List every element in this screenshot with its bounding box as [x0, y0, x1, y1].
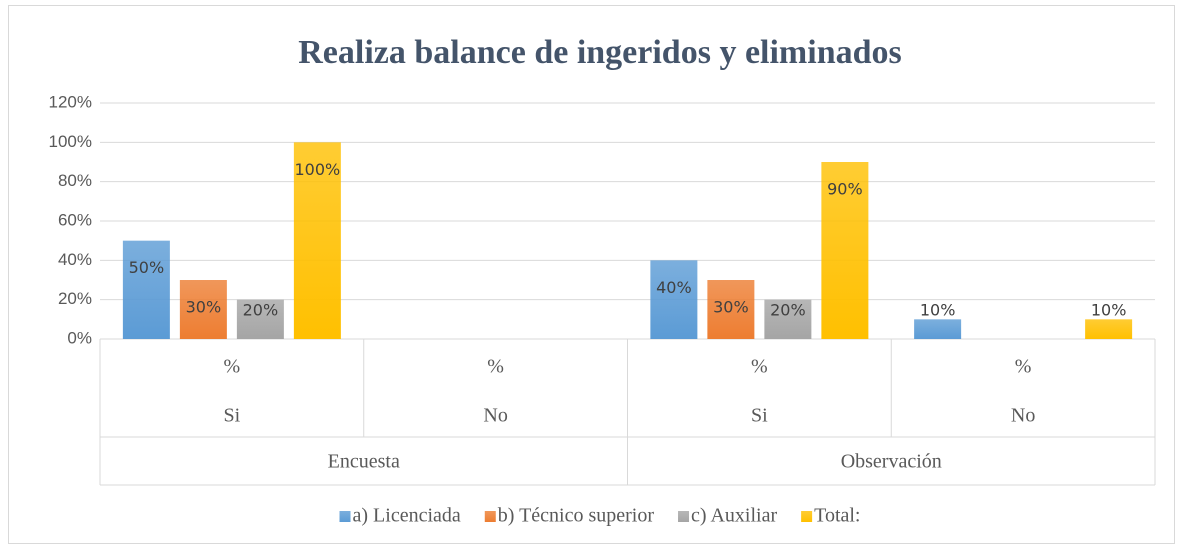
bar: [821, 162, 869, 339]
legend-label: b) Técnico superior: [498, 505, 655, 527]
data-label: 20%: [243, 301, 279, 320]
legend-label: Total:: [814, 505, 860, 527]
data-label: 40%: [656, 278, 692, 297]
group-label: Encuesta: [328, 451, 400, 473]
data-label: 50%: [129, 258, 165, 277]
y-tick-label: 100%: [49, 132, 92, 151]
bar: [650, 260, 698, 339]
y-tick-label: 120%: [49, 92, 92, 111]
data-label: 20%: [770, 301, 806, 320]
legend-label: c) Auxiliar: [691, 505, 777, 527]
y-tick-label: 60%: [58, 210, 92, 229]
legend-swatch: [801, 511, 813, 522]
x-tick-label: %: [751, 356, 768, 378]
bar: [914, 319, 962, 339]
bar: [122, 240, 170, 339]
legend-label: a) Licenciada: [353, 505, 461, 527]
y-tick-label: 80%: [58, 171, 92, 190]
chart-title: Realiza balance de ingeridos y eliminado…: [298, 34, 902, 71]
bar: [236, 299, 284, 339]
data-label: 10%: [920, 301, 956, 320]
legend-swatch: [339, 511, 351, 522]
bar: [707, 280, 755, 339]
bar: [179, 280, 227, 339]
legend: a) Licenciada b) Técnico superior c) Auxil…: [339, 505, 860, 527]
data-label: 90%: [827, 180, 863, 199]
x-subcategory-label: Si: [224, 405, 241, 427]
x-tick-label: %: [224, 356, 241, 378]
data-label: 30%: [186, 298, 222, 317]
legend-swatch: [678, 511, 690, 522]
x-subcategory-label: Si: [751, 405, 768, 427]
y-tick-label: 0%: [67, 328, 92, 347]
y-tick-label: 40%: [58, 250, 92, 269]
x-tick-label: %: [487, 356, 504, 378]
y-tick-label: 20%: [58, 289, 92, 308]
legend-swatch: [484, 511, 496, 522]
bar: [293, 142, 341, 339]
data-label: 30%: [713, 298, 749, 317]
data-label: 100%: [295, 160, 341, 179]
group-label: Observación: [841, 451, 942, 473]
data-label: 10%: [1091, 301, 1127, 320]
bar: [764, 299, 812, 339]
bar: [1085, 319, 1133, 339]
chart-border: [8, 5, 1175, 544]
x-tick-label: %: [1015, 356, 1032, 378]
x-subcategory-label: No: [483, 405, 507, 427]
x-subcategory-label: No: [1011, 405, 1035, 427]
